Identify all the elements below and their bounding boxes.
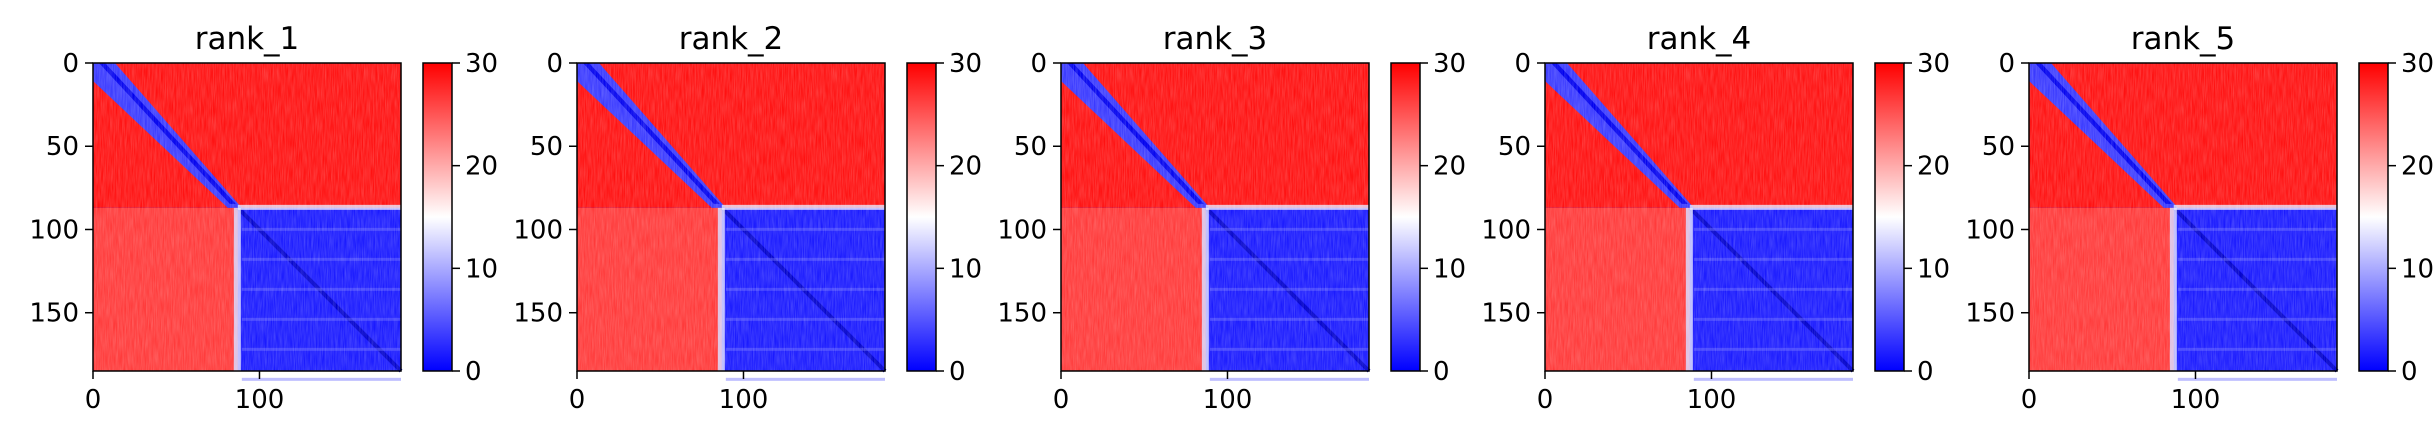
y-tick-label: 150 xyxy=(513,299,563,329)
colorbar: 0 10 20 30 xyxy=(1390,49,1466,387)
colorbar-gradient xyxy=(1391,63,1420,371)
y-tick-label: 50 xyxy=(530,132,563,162)
x-tick-label: 0 xyxy=(1537,385,1554,415)
colorbar-tick-label: 20 xyxy=(2401,152,2434,182)
y-tick-label: 0 xyxy=(546,49,563,79)
y-tick-label: 0 xyxy=(1030,49,1047,79)
colorbar: 0 10 20 30 xyxy=(422,49,498,387)
colorbar: 0 10 20 30 xyxy=(1874,49,1950,387)
colorbar-tick-label: 10 xyxy=(465,254,498,284)
heatmap-image xyxy=(577,63,887,381)
y-tick-label: 150 xyxy=(997,299,1047,329)
y-tick-label: 100 xyxy=(997,215,1047,245)
colorbar-tick-label: 0 xyxy=(465,357,482,387)
panel-title: rank_4 xyxy=(1647,21,1752,57)
y-tick-label: 100 xyxy=(1965,215,2015,245)
colorbar-tick-label: 0 xyxy=(1917,357,1934,387)
x-tick-label: 0 xyxy=(85,385,102,415)
y-tick-label: 0 xyxy=(1514,49,1531,79)
colorbar-tick-label: 10 xyxy=(1917,254,1950,284)
colorbar-tick-label: 10 xyxy=(2401,254,2434,284)
colorbar-tick-label: 0 xyxy=(1433,357,1450,387)
colorbar-tick-label: 20 xyxy=(949,152,982,182)
colorbar-tick-label: 20 xyxy=(1433,152,1466,182)
colorbar-tick-label: 0 xyxy=(2401,357,2418,387)
colorbar-gradient xyxy=(907,63,936,371)
colorbar-tick-label: 30 xyxy=(465,49,498,79)
y-tick-label: 150 xyxy=(1965,299,2015,329)
axes-frame xyxy=(92,62,402,372)
y-tick-label: 0 xyxy=(1998,49,2015,79)
axes-frame xyxy=(1544,62,1854,372)
colorbar-tick-label: 20 xyxy=(465,152,498,182)
axes-frame xyxy=(2028,62,2338,372)
x-tick-label: 0 xyxy=(1053,385,1070,415)
panel-title: rank_5 xyxy=(2131,21,2236,57)
axes-frame xyxy=(576,62,886,372)
heatmap-panel-5: rank_5 0 50 100 150 0 100 0 10 20 30 xyxy=(1965,21,2434,415)
x-tick-label: 0 xyxy=(2021,385,2038,415)
axes-frame xyxy=(1060,62,1370,372)
colorbar-tick-label: 20 xyxy=(1917,152,1950,182)
y-tick-label: 100 xyxy=(1481,215,1531,245)
heatmap-image xyxy=(2029,63,2339,381)
y-tick-label: 50 xyxy=(1982,132,2015,162)
heatmap-image xyxy=(1545,63,1855,381)
panel-title: rank_2 xyxy=(679,21,784,57)
panel-title: rank_3 xyxy=(1163,21,1268,57)
colorbar: 0 10 20 30 xyxy=(906,49,982,387)
x-tick-label: 100 xyxy=(719,385,769,415)
x-tick-label: 100 xyxy=(2171,385,2221,415)
colorbar-tick-label: 30 xyxy=(1433,49,1466,79)
panel-title: rank_1 xyxy=(195,21,300,57)
y-tick-label: 100 xyxy=(29,215,79,245)
x-tick-label: 0 xyxy=(569,385,586,415)
x-tick-label: 100 xyxy=(1203,385,1253,415)
colorbar: 0 10 20 30 xyxy=(2358,49,2434,387)
colorbar-tick-label: 0 xyxy=(949,357,966,387)
heatmap-panel-2: rank_2 0 50 100 150 0 100 0 10 20 30 xyxy=(513,21,982,415)
colorbar-tick-label: 30 xyxy=(949,49,982,79)
x-tick-label: 100 xyxy=(235,385,285,415)
colorbar-tick-label: 10 xyxy=(949,254,982,284)
x-tick-label: 100 xyxy=(1687,385,1737,415)
colorbar-gradient xyxy=(423,63,452,371)
colorbar-gradient xyxy=(1875,63,1904,371)
y-tick-label: 0 xyxy=(62,49,79,79)
y-tick-label: 150 xyxy=(1481,299,1531,329)
y-tick-label: 100 xyxy=(513,215,563,245)
y-tick-label: 150 xyxy=(29,299,79,329)
colorbar-tick-label: 30 xyxy=(1917,49,1950,79)
colorbar-tick-label: 10 xyxy=(1433,254,1466,284)
heatmap-image xyxy=(1061,63,1371,381)
colorbar-tick-label: 30 xyxy=(2401,49,2434,79)
y-tick-label: 50 xyxy=(46,132,79,162)
heatmap-panel-3: rank_3 0 50 100 150 0 100 0 10 20 30 xyxy=(997,21,1466,415)
heatmap-image xyxy=(93,63,403,381)
y-tick-label: 50 xyxy=(1014,132,1047,162)
colorbar-gradient xyxy=(2359,63,2388,371)
heatmap-panel-1: rank_1 0 50 100 150 0 100 0 10 20 30 xyxy=(29,21,498,415)
y-tick-label: 50 xyxy=(1498,132,1531,162)
heatmap-panel-4: rank_4 0 50 100 150 0 100 0 10 20 30 xyxy=(1481,21,1950,415)
